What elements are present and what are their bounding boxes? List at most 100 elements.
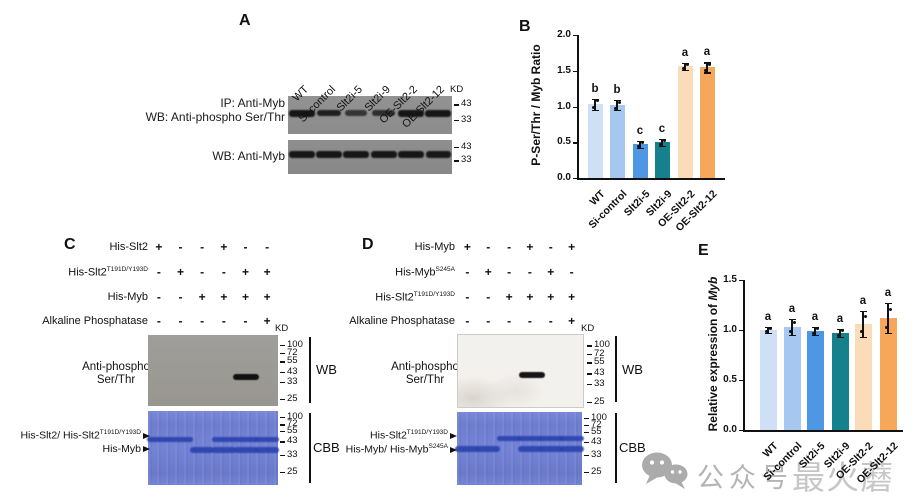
marker-label-55: 55: [594, 356, 605, 368]
panelC-symbol-+: +: [220, 240, 228, 254]
panelC-symbol-+: +: [241, 265, 249, 279]
y-tick-label-1.5: 1.5: [723, 274, 737, 285]
panel-d-wb-side-label: WB: [622, 362, 643, 377]
error-bar: [616, 100, 618, 111]
protein-band-lane-4: [372, 110, 396, 117]
bar-Slt2i-9: [654, 142, 670, 178]
protein-band-lane-2: [476, 445, 501, 453]
data-point: [765, 330, 768, 334]
sig-letter-a: a: [764, 311, 772, 323]
slt2-band-label-sup: T191D/Y193D: [406, 429, 448, 436]
error-cap-top: [836, 329, 844, 331]
marker-label-55: 55: [287, 424, 298, 436]
panelD-symbol-+: +: [484, 265, 492, 279]
right-arrow-icon: [450, 446, 457, 453]
protein-band-lane-1: [288, 150, 315, 158]
y-tick: [573, 178, 577, 180]
data-point: [640, 140, 644, 144]
data-point: [815, 327, 819, 331]
panelD-symbol--: -: [548, 314, 553, 328]
panelC-symbol-+: +: [176, 265, 184, 279]
panelD-symbol-+: +: [568, 290, 576, 304]
marker-label-33: 33: [287, 448, 298, 460]
panelD-symbol-+: +: [547, 265, 555, 279]
marker-tick: [584, 417, 589, 420]
marker-tick: [584, 441, 589, 444]
marker-tick: [280, 471, 285, 473]
protein-band-lane-4: [517, 435, 542, 441]
panel-d-myb-arrow-label: His-Myb/ His-MybS245A: [323, 443, 457, 456]
y-axis-line: [577, 35, 579, 178]
marker-tick: [587, 373, 592, 375]
watermark-text-2: 最火蘑道: [792, 459, 894, 496]
slt2-band-label: His-Slt2: [370, 429, 407, 442]
panel-c-cbb-bracket: [309, 413, 311, 483]
panel-b-bar-chart: P-Ser/Thr / Myb Ratio 0.0 0.5 1.0 1.5 2.0 b WT…: [520, 28, 755, 243]
panelC-row-label-0: His-Slt2: [109, 241, 148, 253]
wb-anti-myb-label: WB: Anti-Myb: [212, 149, 285, 163]
marker-label-55: 55: [287, 355, 298, 367]
protein-band-lane-4: [211, 436, 236, 442]
panel-c-myb-arrow-label: His-Myb: [16, 443, 150, 455]
marker-tick: [587, 353, 592, 355]
marker-label-100: 100: [591, 411, 607, 423]
protein-band-lane-4: [517, 445, 542, 453]
panelC-symbol--: -: [178, 290, 183, 304]
panel-c-slt2-arrow-label: His-Slt2/ His-Slt2T191D/Y193D: [16, 429, 150, 442]
error-cap-top: [788, 319, 796, 321]
data-point: [789, 330, 792, 334]
error-bar: [594, 98, 596, 111]
protein-band-lane-5: [398, 109, 424, 117]
panel-a-kd-label: KD: [450, 84, 464, 95]
error-bar: [839, 329, 841, 337]
error-cap-bottom: [859, 337, 867, 339]
y-tick-label-0.5: 0.5: [557, 136, 571, 148]
y-tick-label-0.5: 0.5: [723, 374, 737, 385]
sig-letter-a: a: [788, 303, 796, 315]
marker-label-25: 25: [594, 395, 605, 407]
wb-anti-phospho-label: WB: Anti-phospho Ser/Thr: [145, 110, 285, 124]
error-bar: [706, 62, 708, 73]
panelD-symbol--: -: [486, 290, 491, 304]
error-cap-bottom: [788, 335, 796, 337]
marker-label-72: 72: [591, 419, 602, 431]
error-cap-bottom: [703, 72, 711, 74]
protein-band-lane-3: [343, 150, 370, 158]
y-label-prefix: Relative expression of: [706, 300, 720, 432]
marker-label-33: 33: [591, 449, 602, 461]
panelC-symbol-+: +: [263, 265, 271, 279]
panelD-symbol--: -: [507, 240, 512, 254]
marker-label-100: 100: [287, 338, 303, 350]
panel-c-cbb-gel: 100 72 55 43 33 25: [146, 411, 303, 485]
panelC-symbol--: -: [265, 240, 270, 254]
error-cap-bottom: [811, 335, 819, 337]
panelD-symbol--: -: [527, 265, 532, 279]
marker-tick: [280, 416, 285, 419]
panelC-symbol-+: +: [263, 314, 271, 328]
sig-letter-a: a: [859, 295, 867, 307]
marker-label-55: 55: [591, 425, 602, 437]
y-tick-label-0.0: 0.0: [557, 172, 571, 183]
panel-c-kd-label: KD: [275, 323, 289, 334]
marker-label-43: 43: [591, 435, 602, 447]
y-tick: [573, 106, 577, 108]
data-point: [614, 106, 617, 110]
right-arrow-icon: [143, 446, 150, 453]
sig-letter-c: c: [636, 124, 644, 137]
marker-label-100: 100: [287, 410, 303, 422]
panelC-symbol-+: +: [220, 290, 228, 304]
protein-band-lane-1: [146, 436, 171, 442]
anti-phospho-line1: Anti-phospho: [82, 361, 150, 373]
marker-label-72: 72: [287, 346, 298, 358]
marker-label-33: 33: [287, 375, 298, 387]
marker-label-43: 43: [461, 98, 472, 110]
error-cap-top: [681, 62, 689, 65]
protein-band-lane-6: [425, 109, 452, 117]
panelD-row-label-0: His-Myb: [414, 241, 455, 253]
y-tick: [573, 35, 577, 37]
protein-band-lane-4: [519, 371, 546, 378]
y-tick: [573, 142, 577, 144]
anti-phospho-line1: Anti-phospho: [391, 361, 459, 373]
marker-tick: [454, 104, 459, 106]
